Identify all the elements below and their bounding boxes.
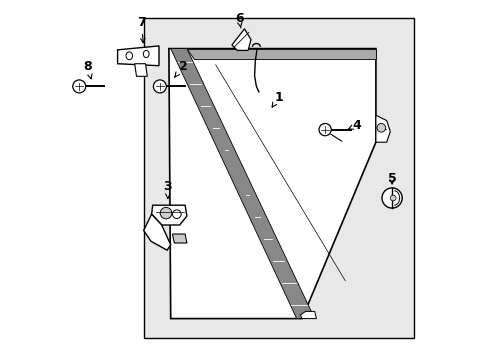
Bar — [143, 18, 413, 338]
Text: 4: 4 — [348, 119, 361, 132]
Circle shape — [172, 210, 181, 219]
Polygon shape — [375, 115, 389, 142]
Circle shape — [73, 80, 85, 93]
Circle shape — [153, 80, 166, 93]
Polygon shape — [300, 311, 316, 319]
Circle shape — [318, 123, 330, 136]
Circle shape — [381, 188, 401, 208]
Polygon shape — [231, 29, 250, 50]
Ellipse shape — [126, 52, 132, 60]
Polygon shape — [151, 205, 186, 225]
Text: 2: 2 — [174, 60, 187, 77]
Text: 3: 3 — [163, 180, 172, 199]
Circle shape — [376, 123, 385, 132]
Text: 8: 8 — [83, 60, 92, 79]
Polygon shape — [172, 234, 186, 243]
Polygon shape — [170, 49, 314, 319]
Text: 5: 5 — [387, 172, 396, 185]
Text: 7: 7 — [137, 16, 145, 43]
Text: 6: 6 — [234, 12, 243, 28]
Ellipse shape — [143, 50, 149, 58]
Circle shape — [389, 195, 395, 201]
Polygon shape — [186, 49, 375, 59]
Polygon shape — [117, 46, 159, 66]
Polygon shape — [134, 64, 147, 76]
Circle shape — [160, 207, 171, 219]
Text: 1: 1 — [272, 91, 283, 107]
Polygon shape — [168, 49, 375, 319]
Polygon shape — [143, 214, 170, 250]
